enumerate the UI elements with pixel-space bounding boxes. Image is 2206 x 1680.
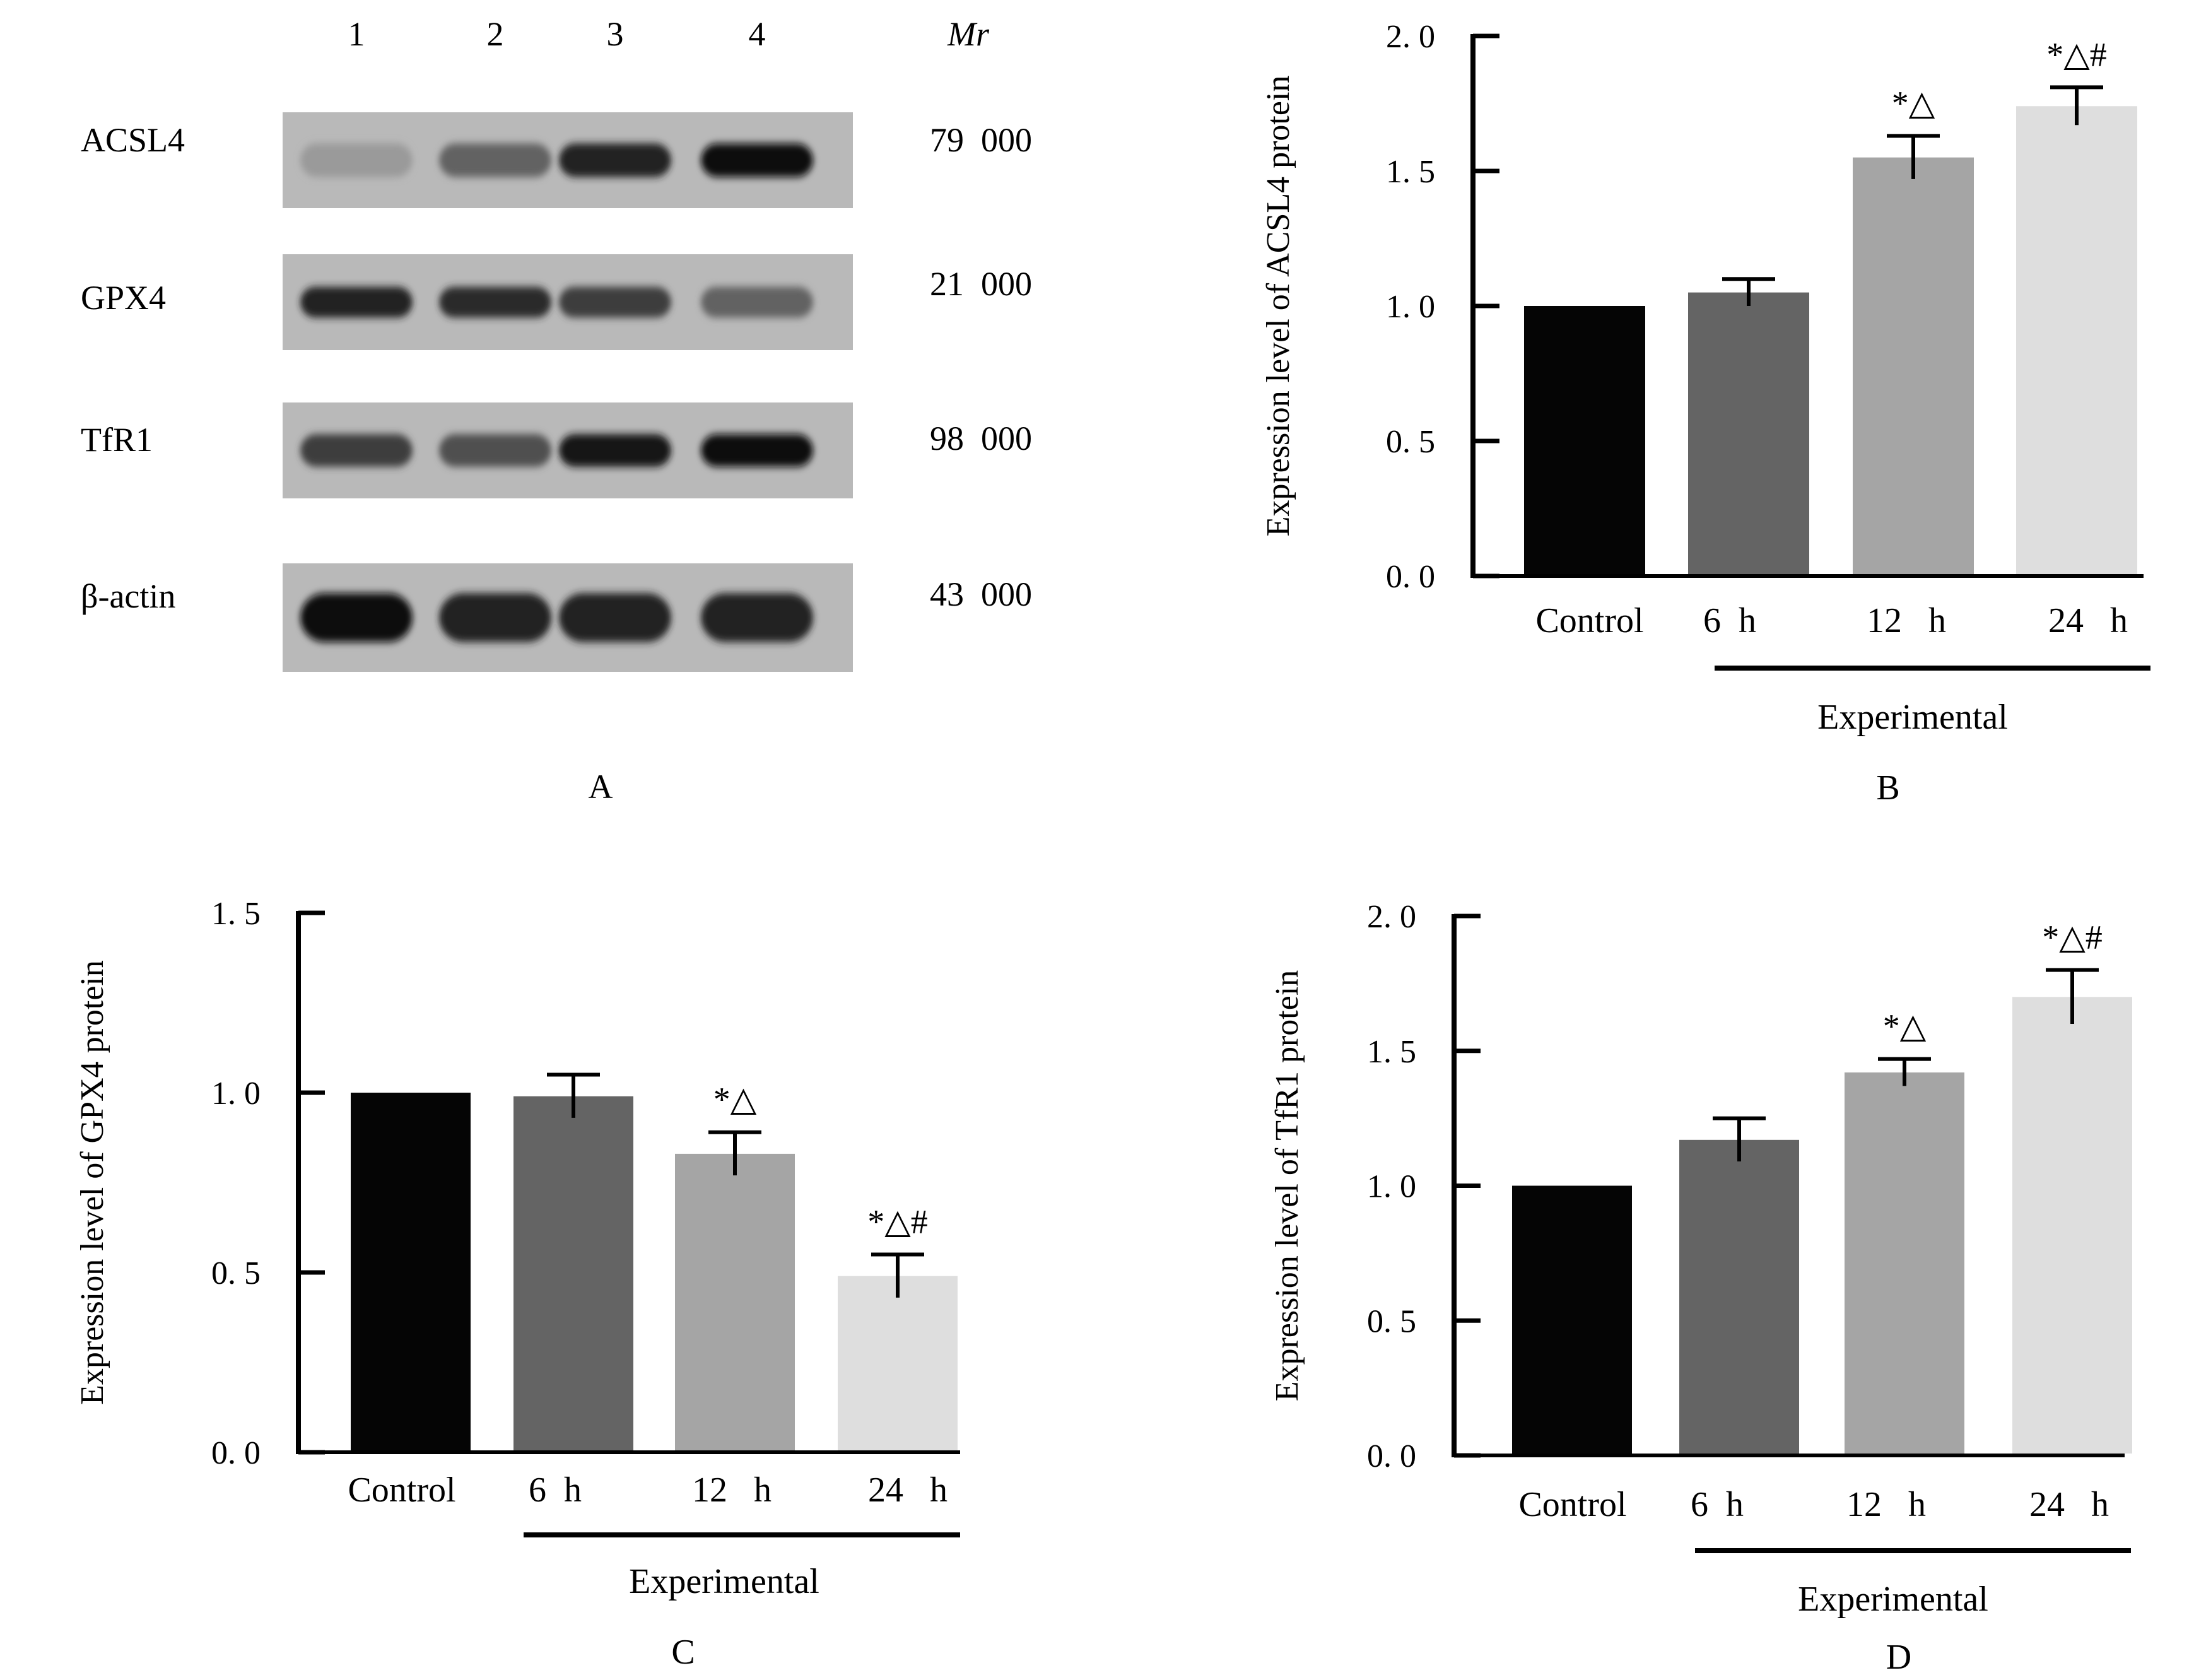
blot-band [439, 593, 551, 642]
bar [1688, 292, 1809, 574]
molecular-weight: 98 000 [930, 420, 1032, 457]
blot-band [701, 143, 813, 177]
blot-band [559, 143, 671, 177]
chart-d-tfr1: 0. 0 0. 5 1. 0 1. 5 2. 0 Expression level of … [1269, 899, 2132, 1677]
bar [1524, 306, 1645, 574]
y-tick-label: 1. 5 [1386, 154, 1435, 190]
y-tick-label: 0. 0 [211, 1435, 261, 1471]
panel-label-a: A [589, 768, 613, 806]
blot-band [300, 286, 413, 318]
panel-label: D [1886, 1638, 1911, 1677]
significance-marker: *△ [713, 1081, 757, 1119]
y-tick-label: 1. 0 [1367, 1169, 1416, 1205]
bar [2012, 997, 2132, 1454]
significance-marker: *△ [1883, 1007, 1927, 1045]
protein-label: TfR1 [81, 421, 153, 459]
bar [675, 1153, 795, 1450]
significance-marker: *△# [2046, 35, 2107, 73]
lane-number: 2 [487, 15, 504, 53]
group-label: Experimental [1817, 698, 2008, 737]
blot-band [300, 593, 413, 642]
bar [1853, 157, 1974, 575]
chart-c-gpx4: 0. 0 0. 5 1. 0 1. 5 Expression level of GPX4… [74, 896, 960, 1672]
blot-rows: ACSL4 79 000 GPX4 21 000 TfR1 98 000 β-actin 43… [81, 112, 1032, 672]
x-tick-label: 24 h [2048, 601, 2128, 640]
lane-number: 4 [749, 15, 766, 53]
blot-band [701, 593, 813, 642]
blot-band [701, 434, 813, 467]
x-tick-label: 12 h [1867, 601, 1946, 640]
x-tick-label: Control [1535, 601, 1643, 640]
molecular-weight: 43 000 [930, 575, 1032, 613]
bar [1845, 1072, 1964, 1454]
y-tick-label: 0. 5 [211, 1255, 261, 1291]
protein-label: ACSL4 [81, 121, 185, 159]
blot-row: TfR1 98 000 [81, 402, 1032, 498]
y-tick-label: 1. 0 [211, 1076, 261, 1112]
panel-label: C [671, 1633, 695, 1672]
lane-number: 3 [607, 15, 624, 53]
y-tick-label: 0. 5 [1386, 424, 1435, 460]
y-tick-label: 1. 0 [1386, 289, 1435, 325]
blot-band [559, 286, 671, 318]
blot-row: β-actin 43 000 [81, 563, 1032, 672]
x-tick-label: 24 h [2029, 1485, 2109, 1524]
x-tick-label: 6 h [529, 1471, 582, 1510]
blot-band [701, 286, 813, 318]
blot-band [439, 143, 551, 177]
blot-row: ACSL4 79 000 [81, 112, 1032, 208]
y-axis-label: Expression level of ACSL4 protein [1260, 76, 1296, 537]
y-tick-label: 0. 0 [1367, 1438, 1416, 1474]
lane-numbers: 1 2 3 4 [348, 15, 766, 53]
bar [1679, 1139, 1799, 1454]
lane-number: 1 [348, 15, 365, 53]
blot-band [300, 143, 413, 177]
y-axis-label: Expression level of GPX4 protein [74, 960, 110, 1405]
y-tick-label: 1. 5 [211, 896, 261, 932]
group-label: Experimental [629, 1562, 819, 1601]
y-tick-label: 2. 0 [1386, 19, 1435, 55]
x-tick-label: 12 h [692, 1471, 772, 1510]
significance-marker: *△# [2042, 919, 2103, 956]
x-tick-label: 12 h [1846, 1485, 1926, 1524]
protein-label: β-actin [81, 577, 175, 615]
blot-band [559, 593, 671, 642]
panel-label: B [1876, 768, 1899, 808]
blot-row: GPX4 21 000 [81, 254, 1032, 350]
bar [2016, 106, 2137, 574]
y-tick-label: 2. 0 [1367, 899, 1416, 935]
x-tick-label: Control [1518, 1485, 1626, 1524]
y-tick-label: 0. 0 [1386, 559, 1435, 595]
y-tick-label: 0. 5 [1367, 1303, 1416, 1339]
x-tick-label: 6 h [1703, 601, 1756, 640]
western-blot-panel: 1 2 3 4 Mr ACSL4 79 000 GPX4 21 000 TfR1 98 000 β… [81, 15, 1032, 806]
chart-b-acsl4: 0. 0 0. 5 1. 0 1. 5 2. 0 Expression level of … [1260, 19, 2150, 808]
blot-band [559, 434, 671, 467]
x-tick-label: 6 h [1691, 1485, 1744, 1524]
y-tick-label: 1. 5 [1367, 1034, 1416, 1070]
x-tick-label: Control [348, 1471, 455, 1510]
bar [1512, 1185, 1632, 1454]
significance-marker: *△# [867, 1203, 928, 1241]
protein-label: GPX4 [81, 279, 166, 317]
molecular-weight: 21 000 [930, 265, 1032, 303]
bar [513, 1096, 633, 1450]
group-label: Experimental [1798, 1580, 1988, 1619]
y-axis-label: Expression level of TfR1 protein [1269, 970, 1305, 1402]
mr-header: Mr [947, 15, 990, 53]
bar [838, 1276, 958, 1450]
molecular-weight: 79 000 [930, 121, 1032, 159]
blot-band [439, 286, 551, 318]
blot-band [439, 434, 551, 467]
x-tick-label: 24 h [868, 1471, 948, 1510]
significance-marker: *△ [1892, 84, 1935, 122]
blot-band [300, 434, 413, 467]
bar [351, 1093, 471, 1450]
